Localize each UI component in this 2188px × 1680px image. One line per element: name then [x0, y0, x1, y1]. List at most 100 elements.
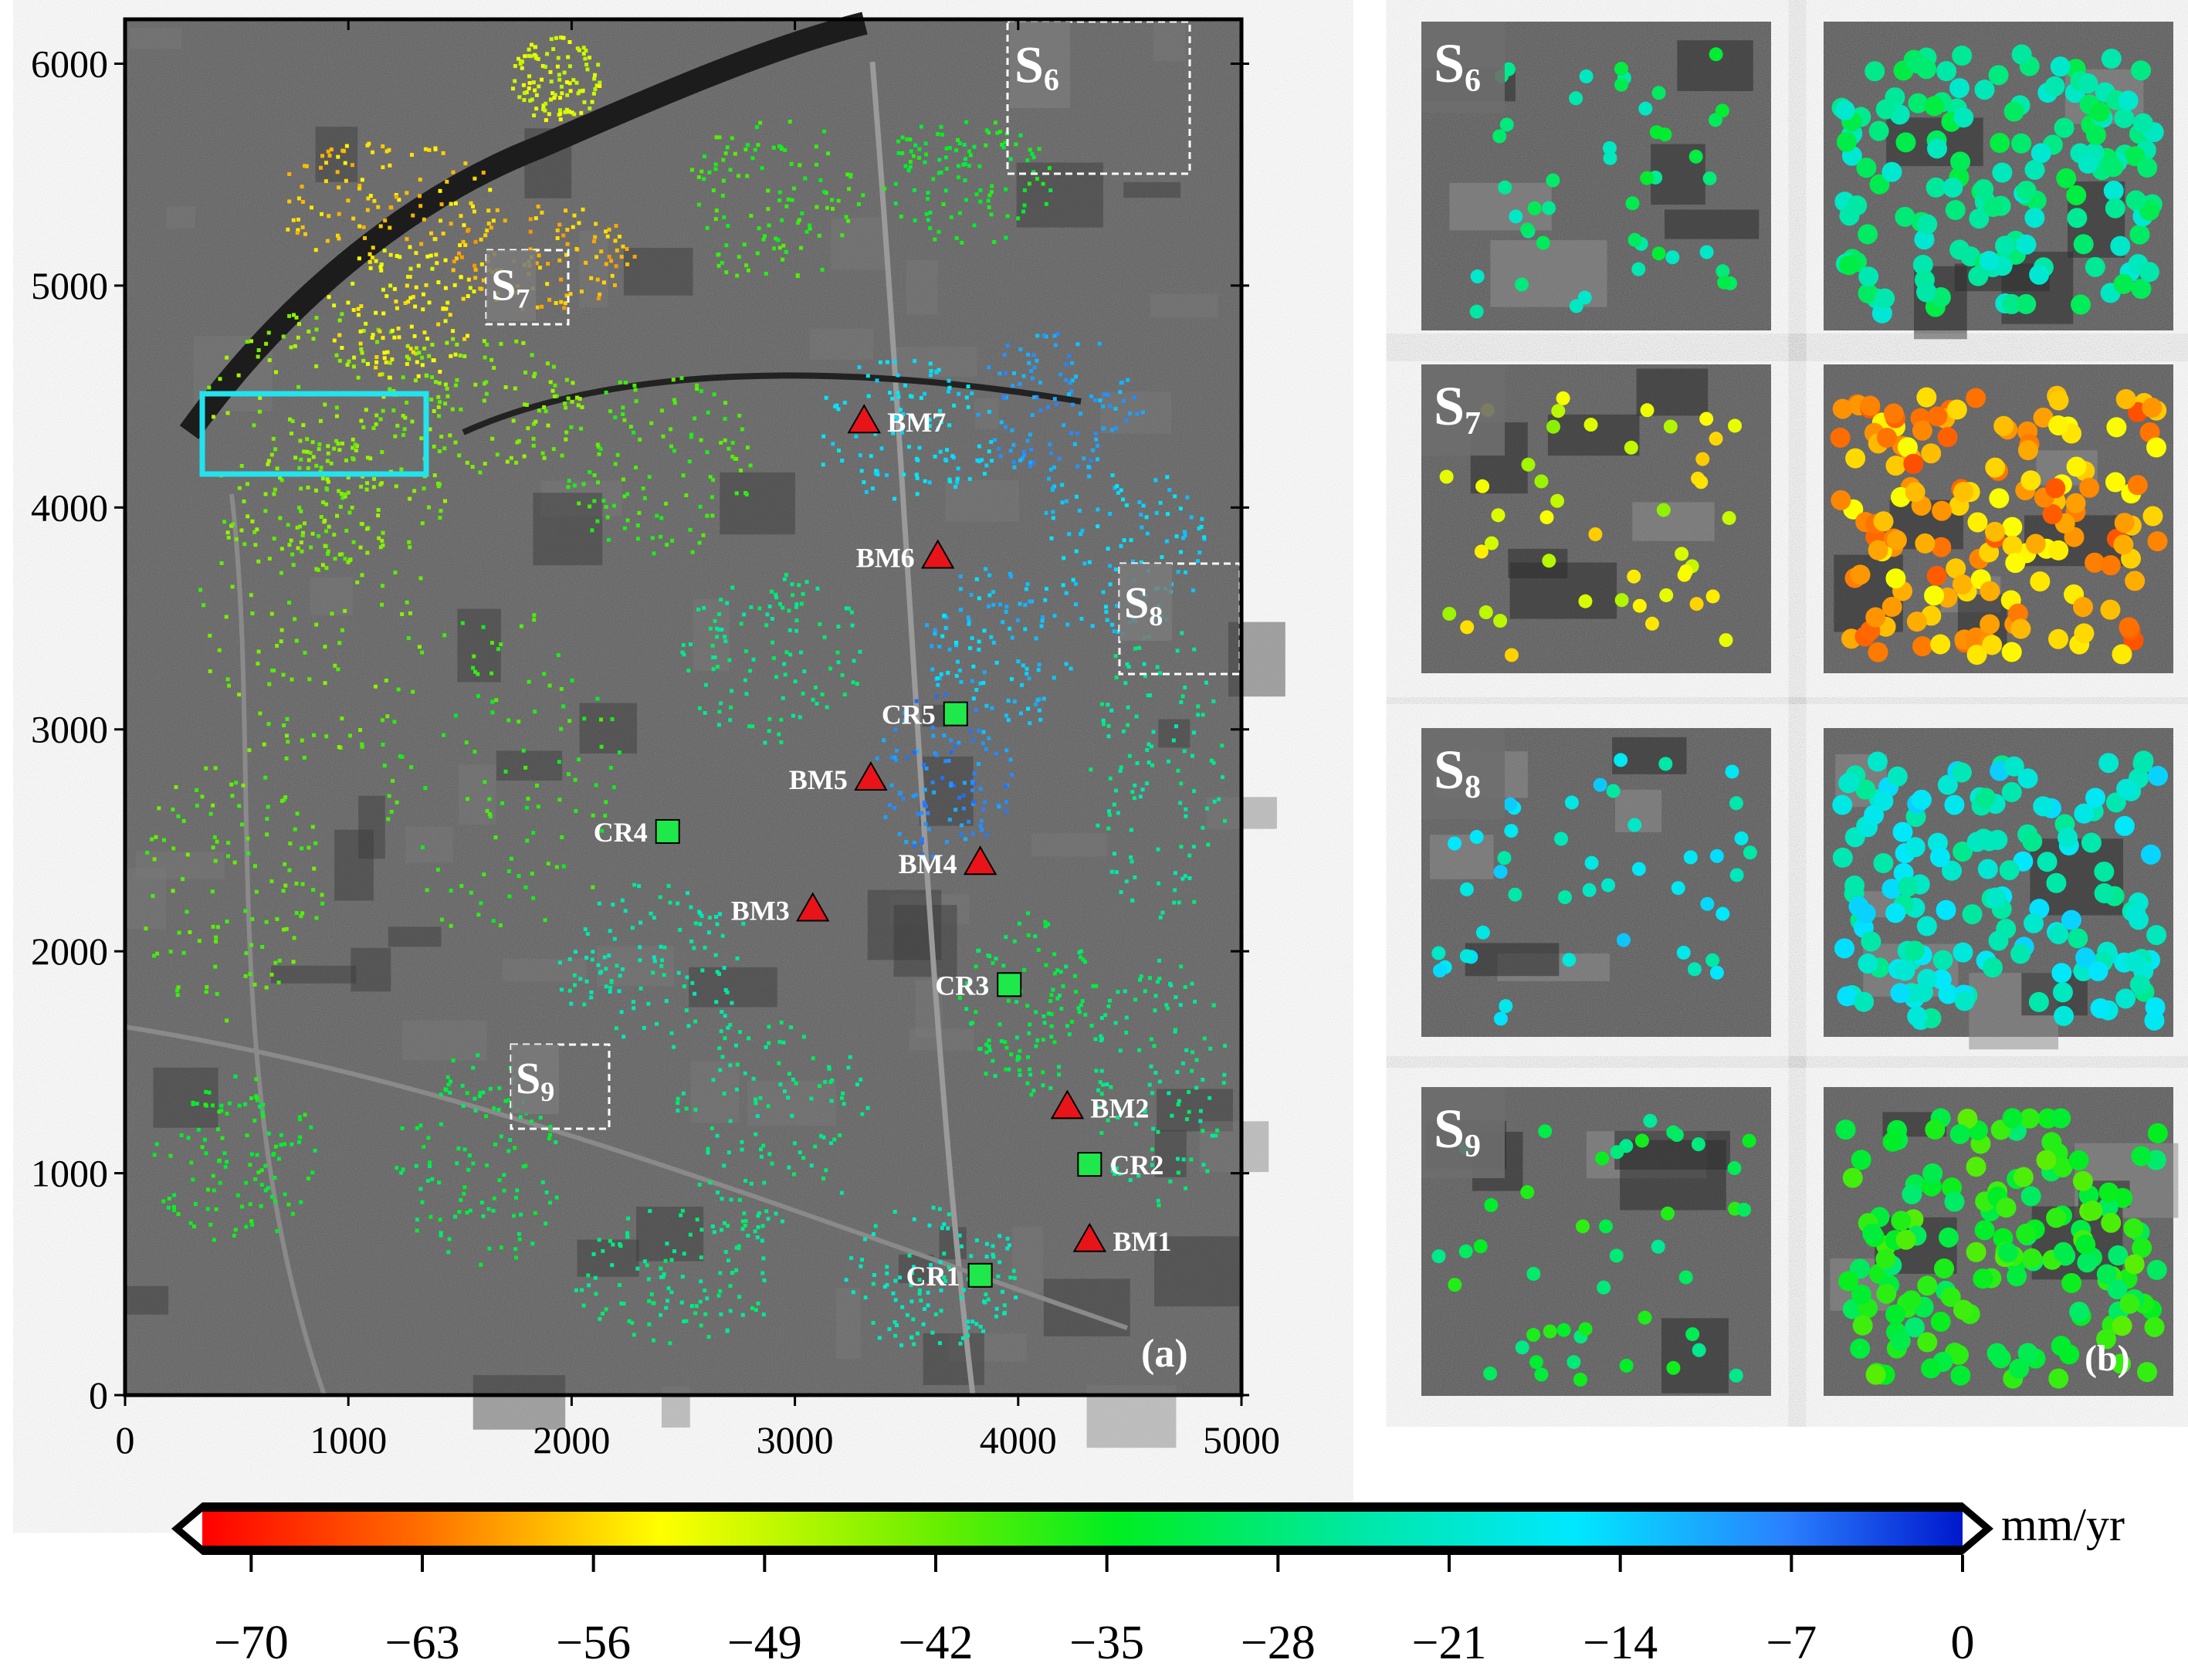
deformation-point [1174, 534, 1179, 539]
deformation-point [744, 492, 749, 496]
deformation-point [1132, 796, 1136, 801]
deformation-point [1211, 760, 1216, 765]
deformation-point [249, 339, 254, 344]
deformation-point [1190, 981, 1194, 986]
deformation-point [1009, 1052, 1014, 1057]
deformation-point [1030, 413, 1035, 418]
deformation-point [637, 884, 642, 889]
deformation-point [299, 509, 303, 513]
deformation-point [154, 835, 158, 839]
subset-label-bg [1119, 564, 1172, 641]
deformation-point [766, 1104, 771, 1109]
deformation-point [334, 414, 339, 418]
deformation-point [970, 788, 975, 793]
inset-s7-left: S7 [1421, 364, 1771, 673]
inset-point [2085, 124, 2106, 145]
deformation-point [896, 373, 900, 378]
deformation-point [611, 785, 616, 790]
deformation-point [563, 401, 567, 406]
inset-point [2146, 1259, 2167, 1280]
inset-point [1699, 412, 1714, 426]
deformation-point [971, 696, 976, 701]
deformation-point [898, 408, 903, 412]
field-patch [577, 1239, 639, 1277]
deformation-point [453, 1214, 458, 1219]
inset-label-s6: S6 [1434, 32, 1481, 99]
deformation-point [291, 218, 296, 222]
deformation-point [689, 432, 693, 437]
deformation-point [311, 455, 316, 459]
deformation-point [489, 357, 494, 362]
deformation-point [917, 445, 922, 450]
deformation-point [181, 818, 186, 823]
deformation-point [282, 798, 286, 802]
deformation-point [1070, 402, 1075, 407]
deformation-point [723, 151, 728, 155]
inset-point [1729, 796, 1743, 811]
deformation-point [1176, 1102, 1180, 1107]
deformation-point [1010, 773, 1014, 777]
deformation-point [1091, 448, 1096, 452]
deformation-point [1018, 1072, 1022, 1077]
deformation-point [214, 940, 218, 944]
deformation-point [212, 835, 217, 839]
deformation-point [1099, 1130, 1104, 1135]
deformation-point [374, 354, 379, 359]
deformation-point [722, 1163, 727, 1168]
deformation-point [234, 537, 239, 541]
deformation-point [758, 1147, 763, 1152]
deformation-point [980, 828, 984, 832]
inset-point [2009, 1358, 2030, 1379]
inset-point [1717, 275, 1732, 290]
deformation-point [1137, 1048, 1142, 1052]
deformation-point [940, 1226, 944, 1231]
deformation-point [590, 100, 594, 104]
deformation-point [1015, 618, 1020, 622]
inset-point [2020, 470, 2041, 491]
reflector-label: CR5 [882, 699, 936, 730]
deformation-point [272, 537, 276, 541]
deformation-point [460, 621, 465, 625]
deformation-point [459, 255, 464, 259]
deformation-point [258, 711, 262, 716]
deformation-point [211, 803, 215, 808]
deformation-point [923, 788, 927, 792]
deformation-point [987, 1038, 991, 1043]
inset-point [1651, 1239, 1665, 1254]
deformation-point [727, 1150, 731, 1155]
inset-point [1936, 61, 1957, 82]
deformation-point [300, 530, 305, 535]
deformation-point [900, 151, 905, 155]
inset-point [1619, 1358, 1634, 1373]
deformation-point [442, 633, 447, 638]
deformation-point [591, 1252, 596, 1256]
deformation-point [572, 112, 577, 117]
inset-point [2002, 1108, 2023, 1129]
deformation-point [523, 885, 528, 889]
deformation-point [652, 916, 656, 920]
deformation-point [317, 447, 321, 452]
deformation-point [942, 1222, 947, 1227]
deformation-point [743, 1071, 747, 1075]
field-patch [945, 480, 1019, 522]
deformation-point [679, 376, 684, 381]
inset-point [2002, 535, 2023, 556]
deformation-point [320, 212, 324, 216]
deformation-point [695, 383, 699, 388]
deformation-point [371, 246, 375, 250]
deformation-point [420, 363, 425, 368]
deformation-point [782, 577, 787, 581]
deformation-point [761, 1143, 766, 1148]
deformation-point [267, 358, 272, 363]
deformation-point [1072, 974, 1077, 978]
deformation-point [670, 538, 675, 543]
inset-point [2115, 388, 2136, 409]
deformation-point [1113, 567, 1118, 572]
deformation-point [933, 414, 938, 418]
deformation-point [1002, 395, 1007, 400]
deformation-point [914, 699, 919, 703]
deformation-point [1037, 662, 1042, 667]
deformation-point [857, 365, 862, 370]
deformation-point [666, 884, 671, 889]
deformation-point [726, 1224, 730, 1228]
